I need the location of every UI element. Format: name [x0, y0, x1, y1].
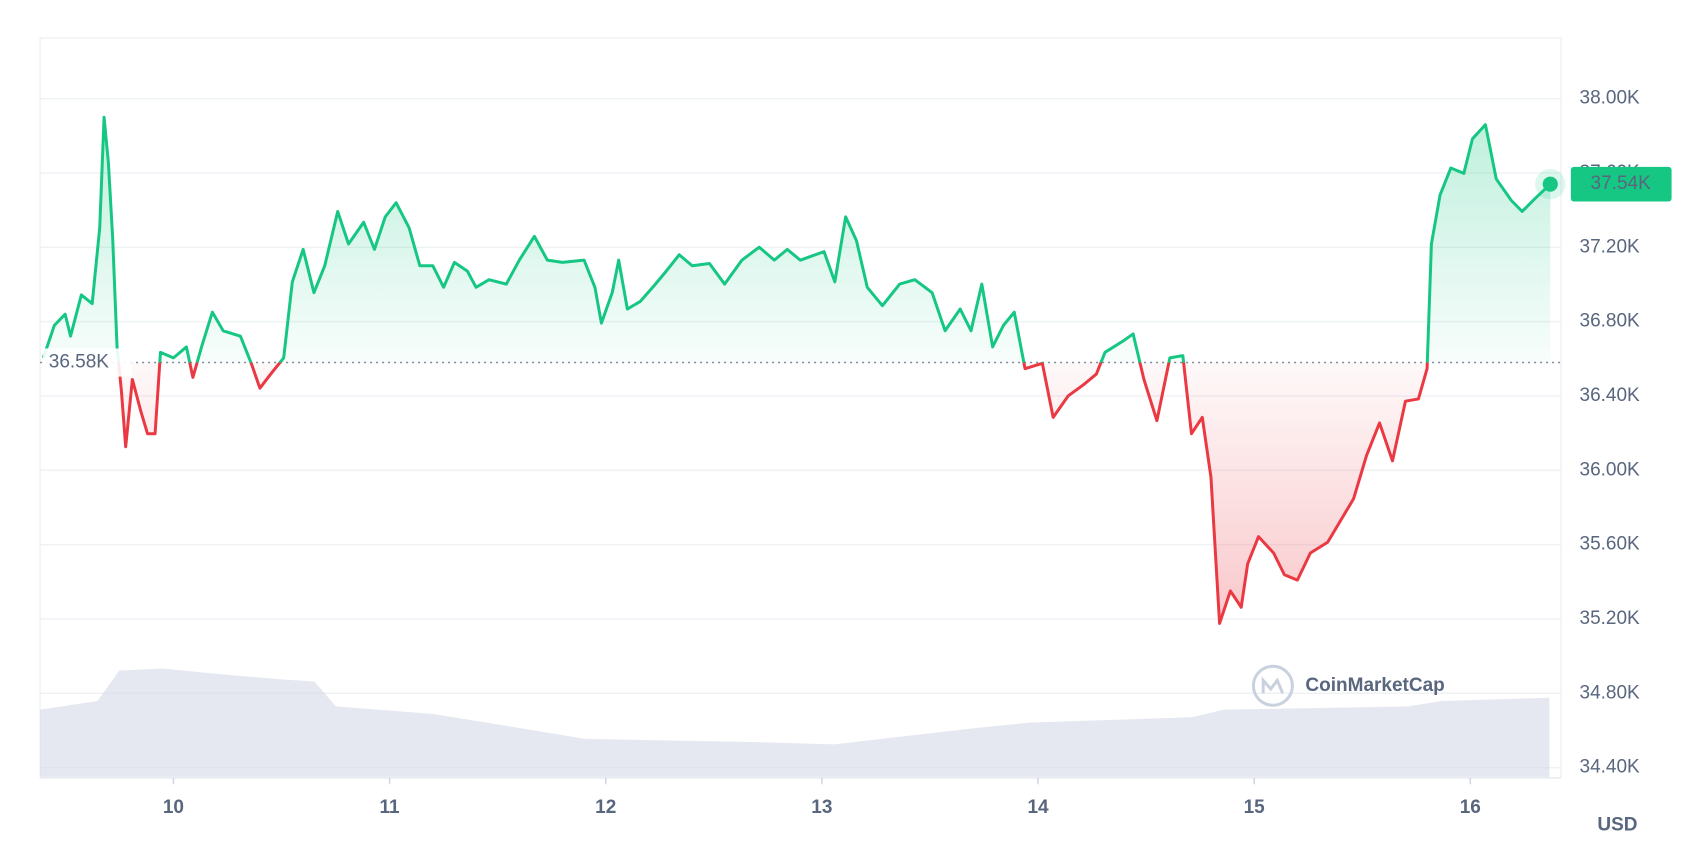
y-tick-label: 36.00K	[1580, 459, 1641, 480]
watermark: CoinMarketCap	[1305, 675, 1444, 696]
y-tick-label: 35.20K	[1580, 608, 1641, 629]
y-tick-label: 35.60K	[1580, 534, 1641, 555]
baseline-label-bg	[43, 348, 132, 377]
price-line	[41, 115, 1552, 625]
watermark-logo-mark	[1261, 676, 1285, 694]
watermark-logo	[1251, 664, 1294, 707]
plot-frame	[39, 37, 1562, 778]
y-unit: USD	[1597, 815, 1637, 836]
y-tick-label: 37.20K	[1580, 236, 1641, 257]
y-tick-label: 38.00K	[1580, 88, 1641, 109]
y-tick-label: 36.40K	[1580, 385, 1641, 406]
y-tick-label: 36.80K	[1580, 311, 1641, 332]
x-tick-label: 16	[1460, 797, 1481, 818]
x-tick-label: 12	[595, 797, 616, 818]
last-point	[1542, 176, 1558, 192]
price-area	[43, 117, 1551, 624]
x-tick-label: 15	[1244, 797, 1266, 818]
baseline-label: 36.58K	[49, 352, 110, 373]
x-tick-label: 14	[1027, 797, 1049, 818]
y-tick-label: 34.80K	[1580, 682, 1641, 703]
price-tag-label: 37.54K	[1591, 173, 1652, 194]
price-tag	[1570, 166, 1672, 202]
x-tick-label: 10	[163, 797, 184, 818]
x-tick-label: 11	[380, 797, 401, 818]
y-tick-label: 34.40K	[1580, 757, 1641, 778]
volume-area	[40, 668, 1550, 777]
x-tick-label: 13	[811, 797, 832, 818]
